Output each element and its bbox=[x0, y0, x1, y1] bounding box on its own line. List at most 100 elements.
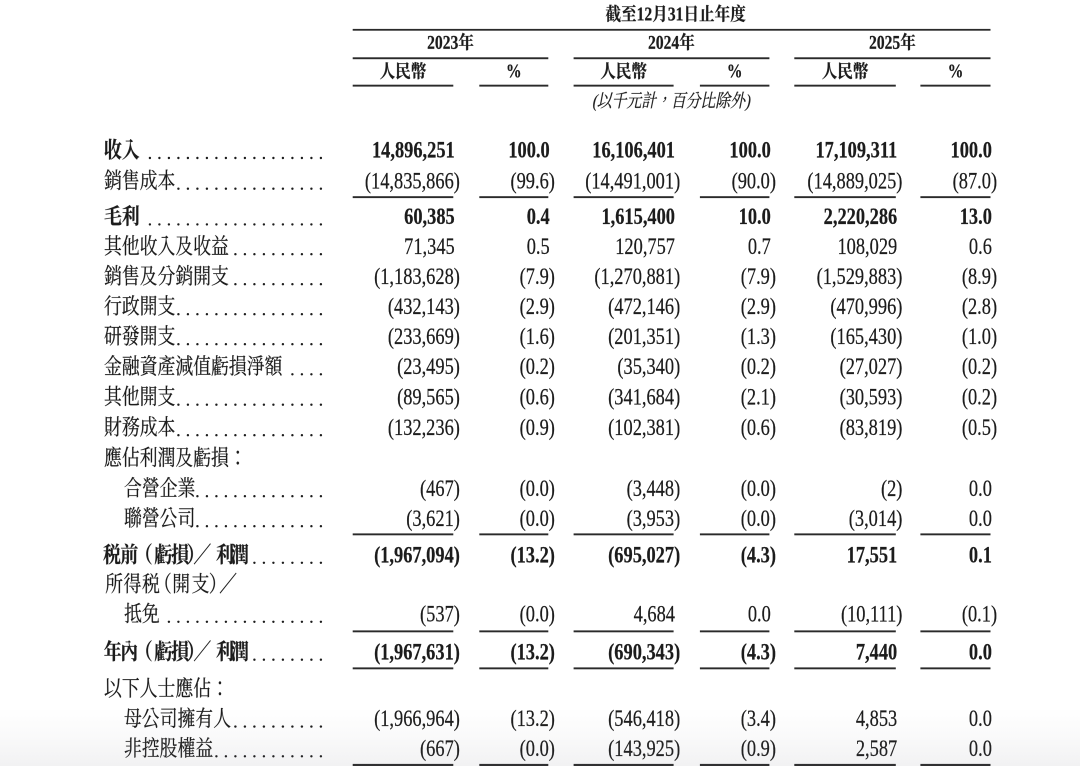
svg-text:1,615,400: 1,615,400 bbox=[601, 203, 675, 230]
svg-text:(132,236): (132,236) bbox=[388, 414, 460, 441]
svg-text:(667): (667) bbox=[420, 735, 460, 762]
svg-text:(35,340): (35,340) bbox=[617, 353, 680, 380]
svg-text:(695,027): (695,027) bbox=[608, 541, 680, 568]
svg-text:(0.0): (0.0) bbox=[520, 475, 555, 502]
svg-text:(87.0): (87.0) bbox=[953, 167, 997, 194]
svg-text:(99.6): (99.6) bbox=[510, 167, 554, 194]
svg-text:(546,418): (546,418) bbox=[608, 705, 680, 732]
svg-text:71,345: 71,345 bbox=[404, 233, 455, 260]
svg-text:(690,343): (690,343) bbox=[608, 638, 680, 665]
svg-text:(432,143): (432,143) bbox=[388, 293, 460, 320]
svg-text:0.1: 0.1 bbox=[969, 541, 992, 568]
svg-text:%: % bbox=[948, 60, 964, 82]
svg-text:(0.2): (0.2) bbox=[962, 353, 997, 380]
svg-text:108,029: 108,029 bbox=[837, 233, 897, 260]
svg-text:4,684: 4,684 bbox=[634, 600, 676, 627]
svg-text:(10,111): (10,111) bbox=[841, 600, 903, 627]
svg-text:(2.9): (2.9) bbox=[741, 293, 776, 320]
svg-text:(1,529,883): (1,529,883) bbox=[817, 263, 903, 290]
svg-text:(2): (2) bbox=[881, 475, 903, 502]
svg-text:(1.6): (1.6) bbox=[520, 323, 555, 350]
svg-text:(1,183,628): (1,183,628) bbox=[374, 263, 460, 290]
svg-text:(0.0): (0.0) bbox=[520, 505, 555, 532]
svg-text:100.0: 100.0 bbox=[729, 137, 770, 164]
svg-text:0.0: 0.0 bbox=[969, 705, 992, 732]
svg-text:(0.5): (0.5) bbox=[962, 414, 997, 441]
svg-text:%: % bbox=[727, 60, 743, 82]
svg-text:%: % bbox=[506, 60, 522, 82]
svg-text:(470,996): (470,996) bbox=[830, 293, 902, 320]
svg-text:2,220,286: 2,220,286 bbox=[824, 203, 898, 230]
svg-text:(7.9): (7.9) bbox=[741, 263, 776, 290]
svg-text:(4.3): (4.3) bbox=[741, 541, 776, 568]
svg-text:(14,889,025): (14,889,025) bbox=[807, 167, 902, 194]
svg-text:(3,014): (3,014) bbox=[849, 505, 903, 532]
svg-text:(27,027): (27,027) bbox=[840, 353, 903, 380]
svg-text:0.0: 0.0 bbox=[969, 735, 992, 762]
svg-text:17,551: 17,551 bbox=[847, 541, 898, 568]
svg-text:(4.3): (4.3) bbox=[741, 638, 776, 665]
svg-text:(8.9): (8.9) bbox=[962, 263, 997, 290]
svg-text:(13.2): (13.2) bbox=[510, 541, 554, 568]
svg-text:(2.8): (2.8) bbox=[962, 293, 997, 320]
svg-text:(1,270,881): (1,270,881) bbox=[594, 263, 680, 290]
svg-text:(14,491,001): (14,491,001) bbox=[585, 167, 680, 194]
svg-text:(143,925): (143,925) bbox=[608, 735, 680, 762]
svg-text:(1,967,094): (1,967,094) bbox=[374, 541, 460, 568]
svg-text:2,587: 2,587 bbox=[856, 735, 897, 762]
svg-text:(89,565): (89,565) bbox=[397, 383, 460, 410]
svg-text:(0.6): (0.6) bbox=[520, 383, 555, 410]
svg-text:(1.3): (1.3) bbox=[741, 323, 776, 350]
svg-text:0.0: 0.0 bbox=[969, 475, 992, 502]
svg-text:10.0: 10.0 bbox=[739, 203, 771, 230]
svg-text:(3,448): (3,448) bbox=[627, 475, 681, 502]
svg-text:(3.4): (3.4) bbox=[741, 705, 776, 732]
svg-text:0.5: 0.5 bbox=[527, 233, 550, 260]
svg-text:4,853: 4,853 bbox=[856, 705, 897, 732]
svg-text:(537): (537) bbox=[420, 600, 460, 627]
svg-text:(165,430): (165,430) bbox=[830, 323, 902, 350]
svg-text:(7.9): (7.9) bbox=[520, 263, 555, 290]
svg-text:0.0: 0.0 bbox=[748, 600, 771, 627]
svg-text:(90.0): (90.0) bbox=[732, 167, 776, 194]
svg-text:60,385: 60,385 bbox=[404, 203, 455, 230]
svg-text:14,896,251: 14,896,251 bbox=[372, 137, 455, 164]
svg-text:0.7: 0.7 bbox=[748, 233, 771, 260]
svg-text:(83,819): (83,819) bbox=[840, 414, 903, 441]
svg-text:16,106,401: 16,106,401 bbox=[592, 137, 675, 164]
svg-text:0.0: 0.0 bbox=[969, 505, 992, 532]
svg-text:(1,966,964): (1,966,964) bbox=[374, 705, 460, 732]
svg-text:(0.2): (0.2) bbox=[520, 353, 555, 380]
svg-text:(0.9): (0.9) bbox=[520, 414, 555, 441]
svg-text:(467): (467) bbox=[420, 475, 460, 502]
svg-text:(201,351): (201,351) bbox=[608, 323, 680, 350]
svg-text:(14,835,866): (14,835,866) bbox=[365, 167, 460, 194]
svg-text:0.4: 0.4 bbox=[527, 203, 551, 230]
svg-text:(233,669): (233,669) bbox=[388, 323, 460, 350]
svg-text:(13.2): (13.2) bbox=[510, 638, 554, 665]
svg-text:(0.1): (0.1) bbox=[962, 600, 997, 627]
svg-text:0.0: 0.0 bbox=[969, 638, 992, 665]
svg-text:100.0: 100.0 bbox=[951, 137, 992, 164]
svg-text:(0.2): (0.2) bbox=[741, 353, 776, 380]
svg-text:(0.9): (0.9) bbox=[741, 735, 776, 762]
svg-text:(13.2): (13.2) bbox=[510, 705, 554, 732]
svg-text:13.0: 13.0 bbox=[960, 203, 992, 230]
svg-text:17,109,311: 17,109,311 bbox=[815, 137, 897, 164]
svg-text:(2.1): (2.1) bbox=[741, 383, 776, 410]
svg-text:(0.6): (0.6) bbox=[741, 414, 776, 441]
svg-text:(3,621): (3,621) bbox=[406, 505, 460, 532]
svg-text:120,757: 120,757 bbox=[615, 233, 675, 260]
svg-text:(0.0): (0.0) bbox=[741, 505, 776, 532]
svg-text:0.6: 0.6 bbox=[969, 233, 992, 260]
svg-text:(472,146): (472,146) bbox=[608, 293, 680, 320]
svg-text:(1,967,631): (1,967,631) bbox=[374, 638, 460, 665]
svg-text:(102,381): (102,381) bbox=[608, 414, 680, 441]
svg-text:(3,953): (3,953) bbox=[627, 505, 681, 532]
svg-text:(0.0): (0.0) bbox=[520, 735, 555, 762]
svg-text:(23,495): (23,495) bbox=[397, 353, 460, 380]
svg-text:100.0: 100.0 bbox=[508, 137, 549, 164]
svg-text:(341,684): (341,684) bbox=[608, 383, 680, 410]
svg-text:(0.2): (0.2) bbox=[962, 383, 997, 410]
svg-text:(0.0): (0.0) bbox=[741, 475, 776, 502]
